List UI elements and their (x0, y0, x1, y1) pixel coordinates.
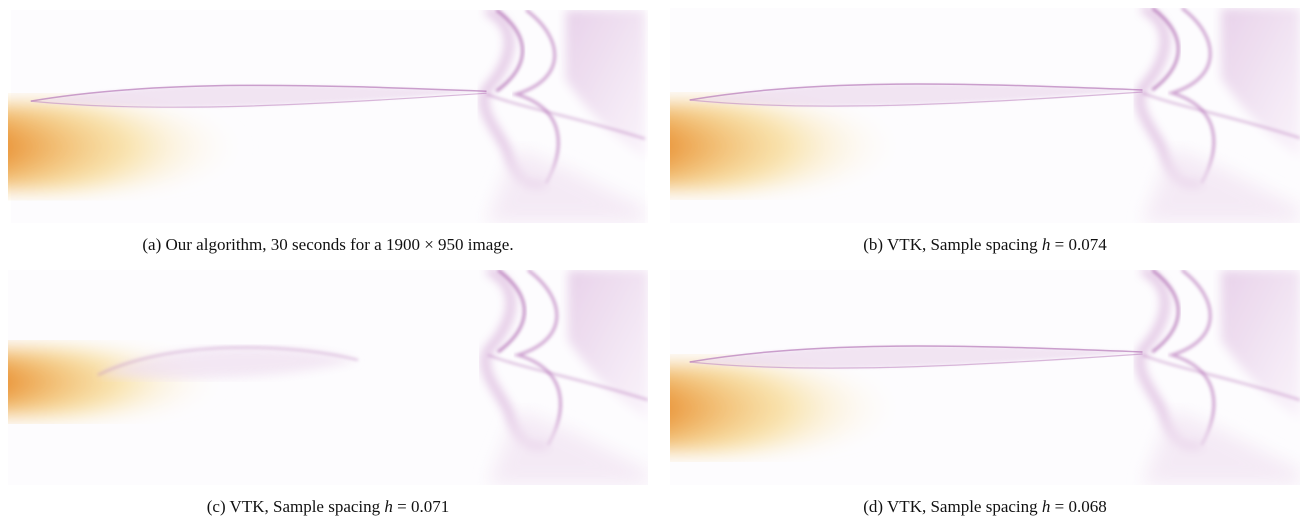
caption-variable: h (1042, 235, 1051, 254)
render-c (8, 270, 648, 485)
caption-b: (b) VTK, Sample spacing h = 0.074 (670, 235, 1300, 255)
caption-text: (c) VTK, Sample spacing (207, 497, 380, 516)
caption-text: (d) VTK, Sample spacing (863, 497, 1037, 516)
caption-variable: h (1042, 497, 1051, 516)
caption-value: = 0.068 (1055, 497, 1107, 516)
render-a (8, 10, 648, 223)
caption-text: (b) VTK, Sample spacing (863, 235, 1037, 254)
caption-value: = 0.074 (1055, 235, 1107, 254)
caption-a: (a) Our algorithm, 30 seconds for a 1900… (8, 235, 648, 255)
render-d (670, 270, 1300, 485)
caption-value: = 0.071 (397, 497, 449, 516)
render-b (670, 8, 1300, 223)
caption-d: (d) VTK, Sample spacing h = 0.068 (670, 497, 1300, 517)
caption-variable: h (384, 497, 393, 516)
caption-text: (a) Our algorithm, 30 seconds for a 1900… (142, 235, 513, 254)
caption-c: (c) VTK, Sample spacing h = 0.071 (8, 497, 648, 517)
page: (a) Our algorithm, 30 seconds for a 1900… (0, 0, 1302, 519)
